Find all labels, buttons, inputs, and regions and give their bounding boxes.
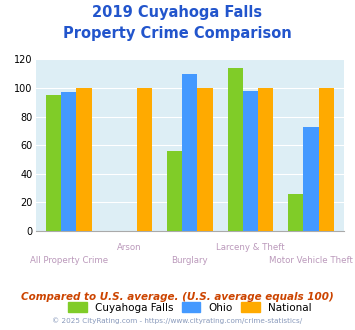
Text: © 2025 CityRating.com - https://www.cityrating.com/crime-statistics/: © 2025 CityRating.com - https://www.city…	[53, 317, 302, 324]
Text: Property Crime Comparison: Property Crime Comparison	[63, 26, 292, 41]
Bar	[197, 88, 213, 231]
Bar	[258, 88, 273, 231]
Bar	[61, 92, 76, 231]
Text: Larceny & Theft: Larceny & Theft	[216, 244, 285, 252]
Text: 2019 Cuyahoga Falls: 2019 Cuyahoga Falls	[92, 5, 263, 20]
Bar	[288, 194, 304, 231]
Text: Burglary: Burglary	[171, 256, 208, 265]
Text: Motor Vehicle Theft: Motor Vehicle Theft	[269, 256, 353, 265]
Bar	[243, 91, 258, 231]
Bar	[46, 95, 61, 231]
Legend: Cuyahoga Falls, Ohio, National: Cuyahoga Falls, Ohio, National	[64, 298, 316, 317]
Bar	[304, 127, 319, 231]
Text: All Property Crime: All Property Crime	[30, 256, 108, 265]
Bar	[167, 151, 182, 231]
Text: Compared to U.S. average. (U.S. average equals 100): Compared to U.S. average. (U.S. average …	[21, 292, 334, 302]
Bar	[319, 88, 334, 231]
Text: Arson: Arson	[117, 244, 142, 252]
Bar	[76, 88, 92, 231]
Bar	[228, 68, 243, 231]
Bar	[137, 88, 152, 231]
Bar	[182, 74, 197, 231]
